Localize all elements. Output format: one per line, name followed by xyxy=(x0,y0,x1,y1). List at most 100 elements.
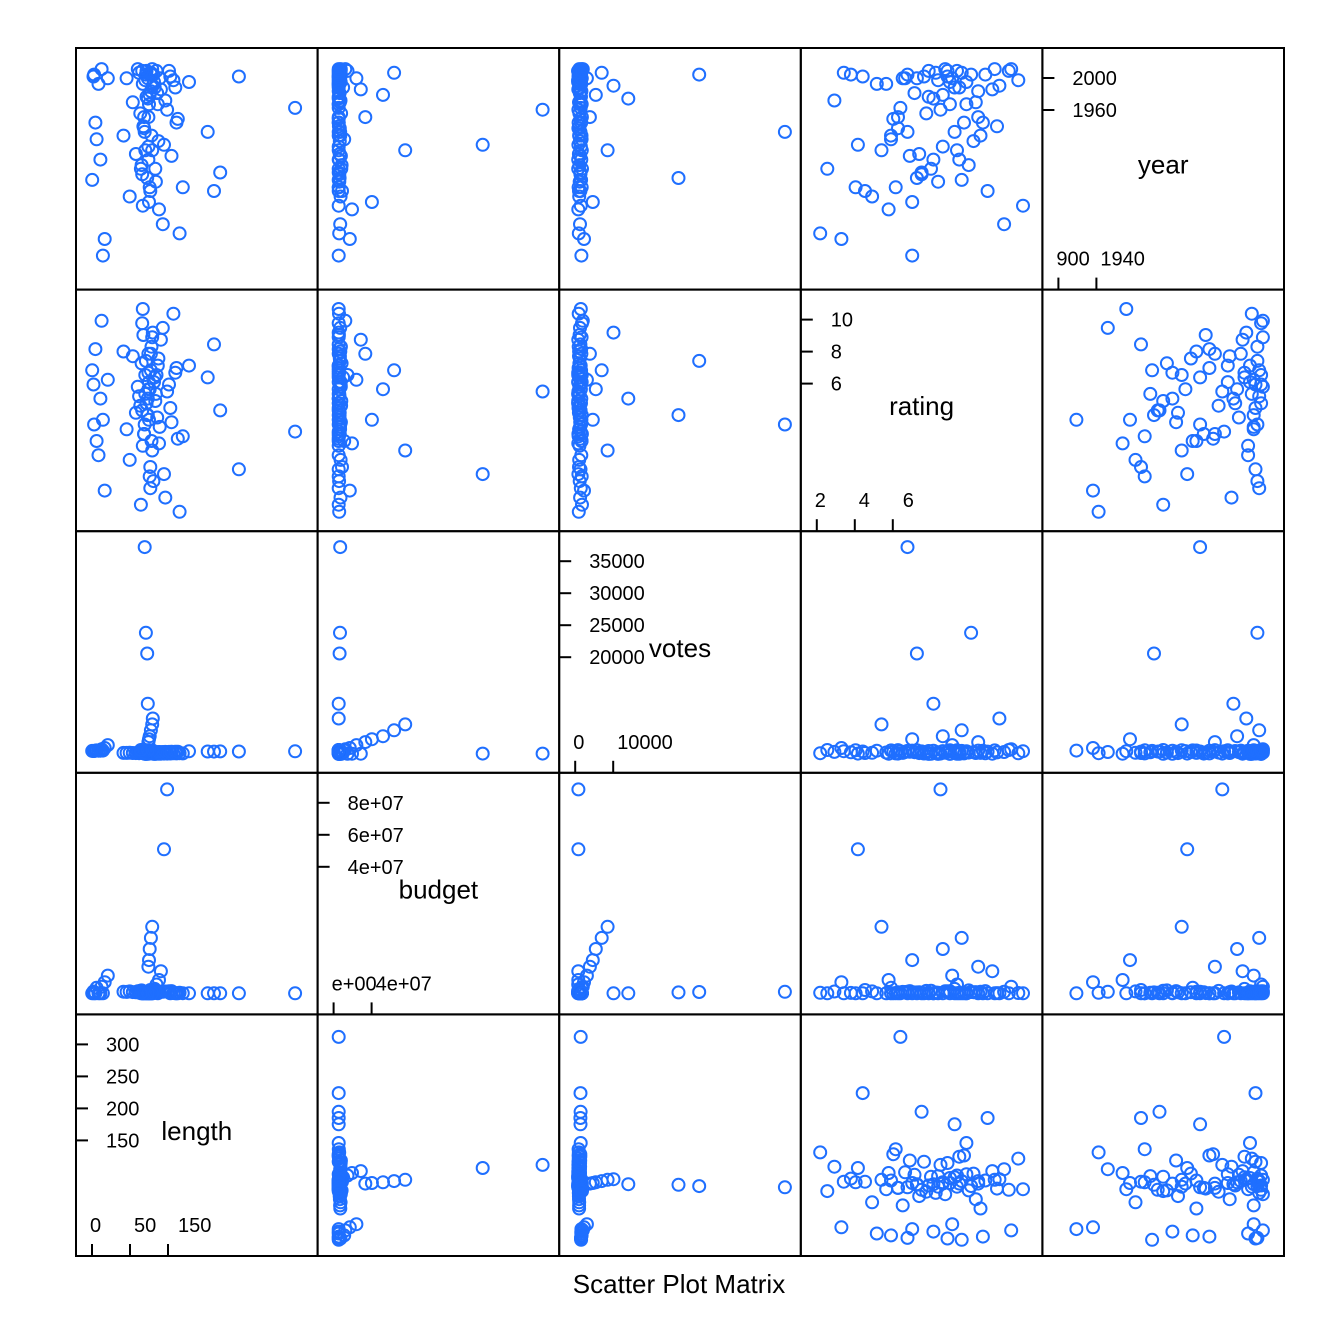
data-point xyxy=(144,128,159,143)
data-point xyxy=(331,330,346,345)
tick-label: 2000 xyxy=(1072,68,1117,90)
data-point xyxy=(987,1172,1002,1187)
data-point xyxy=(574,434,589,448)
data-point xyxy=(891,986,905,1001)
data-point xyxy=(168,80,183,95)
data-point xyxy=(919,106,934,121)
data-point xyxy=(137,417,152,432)
data-point xyxy=(1189,743,1204,758)
data-point xyxy=(133,743,148,757)
data-point xyxy=(213,986,228,1001)
data-point xyxy=(834,1220,849,1235)
data-point xyxy=(600,443,615,458)
data-point xyxy=(850,1161,865,1175)
data-point xyxy=(331,346,346,361)
data-point xyxy=(1237,1149,1252,1164)
data-point xyxy=(827,1159,842,1174)
data-point xyxy=(143,346,158,361)
data-point xyxy=(207,744,221,759)
data-point xyxy=(574,71,589,86)
data-point xyxy=(850,842,865,857)
data-point xyxy=(926,152,941,167)
data-point xyxy=(1001,63,1016,78)
data-point xyxy=(1211,398,1226,413)
data-point xyxy=(1250,986,1265,1001)
data-point xyxy=(573,1136,588,1150)
data-point xyxy=(100,968,115,983)
data-point xyxy=(588,942,603,956)
data-point xyxy=(175,180,190,195)
data-point xyxy=(475,1161,490,1175)
data-point xyxy=(97,483,112,498)
data-point xyxy=(157,842,171,857)
data-point xyxy=(942,743,957,758)
data-point xyxy=(331,448,346,463)
data-point xyxy=(1165,1224,1180,1239)
data-point xyxy=(884,1173,898,1188)
data-point xyxy=(135,302,150,316)
data-point xyxy=(333,540,348,555)
data-point xyxy=(1174,919,1189,934)
data-point xyxy=(1241,743,1256,758)
data-point xyxy=(959,1136,974,1150)
data-point xyxy=(158,490,173,505)
data-point xyxy=(914,1104,929,1119)
data-point xyxy=(95,412,110,427)
data-point xyxy=(1252,481,1267,496)
data-point xyxy=(900,124,915,139)
data-point xyxy=(572,1201,587,1216)
data-point xyxy=(945,1217,960,1232)
data-point xyxy=(387,723,402,738)
data-point xyxy=(1224,490,1239,505)
data-point xyxy=(985,82,1000,97)
data-point xyxy=(475,746,490,761)
data-point xyxy=(571,977,586,992)
data-point xyxy=(152,202,166,217)
data-point xyxy=(145,330,160,345)
data-point xyxy=(85,172,100,187)
data-point xyxy=(150,410,165,425)
data-point xyxy=(1215,1157,1230,1172)
data-point xyxy=(153,964,168,979)
data-point xyxy=(1233,1174,1248,1189)
tick-label: 30000 xyxy=(589,583,645,605)
data-point xyxy=(964,625,979,640)
data-point xyxy=(160,782,175,797)
data-point xyxy=(1183,745,1198,760)
data-point xyxy=(1254,743,1269,757)
data-point xyxy=(332,504,347,519)
data-point xyxy=(331,417,346,432)
data-point xyxy=(902,148,917,163)
data-point xyxy=(1235,964,1250,979)
data-point xyxy=(331,302,346,316)
data-point xyxy=(100,372,115,387)
data-point xyxy=(1180,842,1195,857)
tick-label: 4 xyxy=(859,490,870,512)
data-point xyxy=(331,63,346,78)
data-point xyxy=(137,124,152,139)
data-point xyxy=(891,110,905,125)
data-point xyxy=(992,78,1007,93)
data-point xyxy=(331,408,346,423)
data-point xyxy=(935,729,950,744)
data-point xyxy=(813,226,828,241)
data-point xyxy=(1202,743,1217,758)
data-point xyxy=(144,434,159,448)
data-point xyxy=(213,403,228,418)
data-point xyxy=(574,408,589,423)
data-point xyxy=(954,1232,969,1247)
data-point xyxy=(891,1180,905,1195)
data-point xyxy=(950,143,964,158)
data-point xyxy=(935,744,950,759)
data-point xyxy=(1156,497,1171,512)
data-point xyxy=(1016,744,1030,759)
data-point xyxy=(1159,356,1174,371)
data-point xyxy=(1220,358,1235,373)
data-point xyxy=(136,119,151,134)
data-point xyxy=(333,1201,348,1216)
data-point xyxy=(961,158,976,173)
tick-label: 8e+07 xyxy=(348,793,404,815)
data-point xyxy=(950,743,964,758)
data-point xyxy=(1169,415,1184,430)
data-point xyxy=(1183,985,1198,1000)
